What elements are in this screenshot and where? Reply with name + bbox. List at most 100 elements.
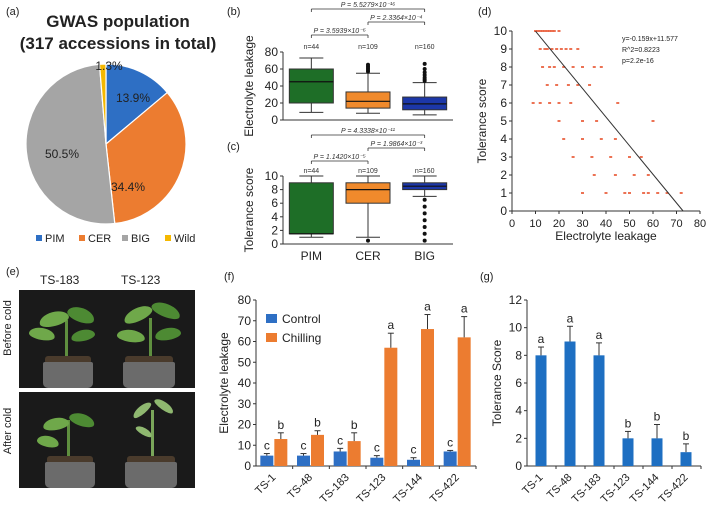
scatter-point bbox=[665, 192, 669, 194]
legend-label: Control bbox=[282, 312, 321, 326]
scatter-point bbox=[569, 48, 573, 50]
scatter-point bbox=[543, 48, 547, 50]
x-tick-label: 70 bbox=[670, 218, 682, 230]
bar-chilling bbox=[457, 337, 471, 466]
photo-before-cold bbox=[19, 290, 195, 388]
scatter-point bbox=[646, 192, 650, 194]
scatter-point bbox=[581, 66, 584, 68]
bar-chilling bbox=[311, 434, 324, 466]
scatter-point bbox=[628, 192, 631, 194]
outlier-point bbox=[422, 197, 427, 202]
scatter-point bbox=[555, 48, 559, 50]
significance-label: c bbox=[447, 435, 453, 449]
scatter-point bbox=[599, 66, 603, 68]
legend-label: Wild bbox=[174, 233, 195, 245]
x-tick-label: TS-422 bbox=[428, 472, 462, 506]
scatter-point bbox=[679, 192, 683, 194]
y-axis-label: Tolerance score bbox=[242, 167, 256, 252]
y-tick-label: 10 bbox=[238, 438, 252, 452]
x-tick-label: 20 bbox=[553, 218, 565, 230]
legend-swatch bbox=[266, 333, 277, 342]
n-label: n=160 bbox=[415, 168, 435, 175]
y-axis-label: Tolerance Score bbox=[490, 339, 504, 426]
scatter-point bbox=[613, 174, 617, 176]
y-tick-label: 9 bbox=[500, 42, 507, 56]
bar-chilling bbox=[347, 441, 361, 466]
scatter-point bbox=[569, 102, 573, 104]
photo-col-label: TS-183 bbox=[40, 273, 80, 287]
bar-control bbox=[443, 451, 457, 466]
significance-label: a bbox=[567, 311, 574, 325]
pie-subtitle: (317 accessions in total) bbox=[20, 34, 217, 53]
bar-control bbox=[297, 455, 310, 466]
scatter-point bbox=[534, 30, 537, 32]
pvalue-label: P = 1.9864×10⁻³ bbox=[370, 141, 422, 148]
y-tick-label: 10 bbox=[265, 169, 279, 183]
x-tick-label: TS-123 bbox=[599, 472, 633, 506]
scatter-point bbox=[581, 192, 584, 194]
photo-after-cold bbox=[19, 392, 195, 488]
legend-swatch bbox=[122, 235, 128, 241]
y-tick-label: 80 bbox=[238, 293, 252, 307]
legend-label: PIM bbox=[45, 233, 65, 245]
y-tick-label: 0 bbox=[244, 459, 251, 473]
y-tick-label: 6 bbox=[515, 376, 522, 390]
y-tick-label: 8 bbox=[500, 60, 507, 74]
n-label: n=44 bbox=[303, 44, 319, 51]
bar-tolerance-score bbox=[593, 355, 605, 466]
x-tick-label: TS-1 bbox=[253, 472, 278, 497]
photo-row-label: After cold bbox=[2, 407, 14, 455]
significance-label: b bbox=[625, 416, 632, 430]
scatter-point bbox=[536, 30, 540, 32]
significance-label: a bbox=[596, 328, 603, 342]
scatter-point bbox=[590, 156, 594, 158]
scatter-point bbox=[531, 102, 535, 104]
y-tick-label: 0 bbox=[515, 459, 522, 473]
y-tick-label: 50 bbox=[238, 355, 252, 369]
y-tick-label: 0 bbox=[271, 113, 278, 127]
panel-label-f: (f) bbox=[224, 271, 235, 283]
significance-label: c bbox=[374, 441, 380, 455]
y-axis-label: Tolerance score bbox=[475, 78, 489, 163]
scatter-point bbox=[557, 120, 561, 122]
scatter-point bbox=[548, 102, 552, 104]
x-tick-label: TS-123 bbox=[354, 472, 388, 506]
y-tick-label: 3 bbox=[500, 150, 507, 164]
scatter-point bbox=[550, 30, 554, 32]
bar-tolerance-score bbox=[535, 355, 547, 466]
scatter-point bbox=[576, 48, 580, 50]
scatter-point bbox=[548, 66, 552, 68]
y-tick-label: 30 bbox=[238, 397, 252, 411]
scatter-point bbox=[541, 30, 545, 32]
panel-label-g: (g) bbox=[480, 271, 494, 283]
significance-label: a bbox=[387, 318, 394, 332]
scatter-point bbox=[543, 30, 547, 32]
scatter-point bbox=[559, 48, 563, 50]
y-tick-label: 6 bbox=[500, 96, 507, 110]
outlier-point bbox=[422, 225, 427, 229]
legend-label: BIG bbox=[131, 233, 150, 245]
outlier-point bbox=[422, 67, 427, 71]
n-label: n=44 bbox=[303, 168, 319, 175]
bar-tolerance-score bbox=[622, 438, 634, 466]
y-tick-label: 20 bbox=[238, 418, 252, 432]
x-tick-label: TS-183 bbox=[570, 472, 604, 506]
y-tick-label: 0 bbox=[500, 204, 507, 218]
photo-row-label: Before cold bbox=[2, 300, 14, 356]
y-tick-label: 2 bbox=[500, 168, 507, 182]
outlier-point bbox=[366, 238, 370, 243]
outlier-point bbox=[422, 238, 427, 243]
scatter-point bbox=[538, 102, 542, 104]
significance-label: c bbox=[264, 439, 270, 453]
scatter-point bbox=[609, 156, 613, 158]
box-cer bbox=[345, 91, 391, 109]
scatter-point bbox=[632, 174, 636, 176]
scatter-point bbox=[646, 174, 650, 176]
scatter-point bbox=[576, 84, 580, 86]
scatter-point bbox=[613, 138, 617, 140]
legend-swatch bbox=[266, 314, 277, 323]
pie-value-label: 1.3% bbox=[95, 59, 123, 73]
scatter-point bbox=[552, 30, 556, 32]
panel-label-d: (d) bbox=[478, 6, 492, 18]
